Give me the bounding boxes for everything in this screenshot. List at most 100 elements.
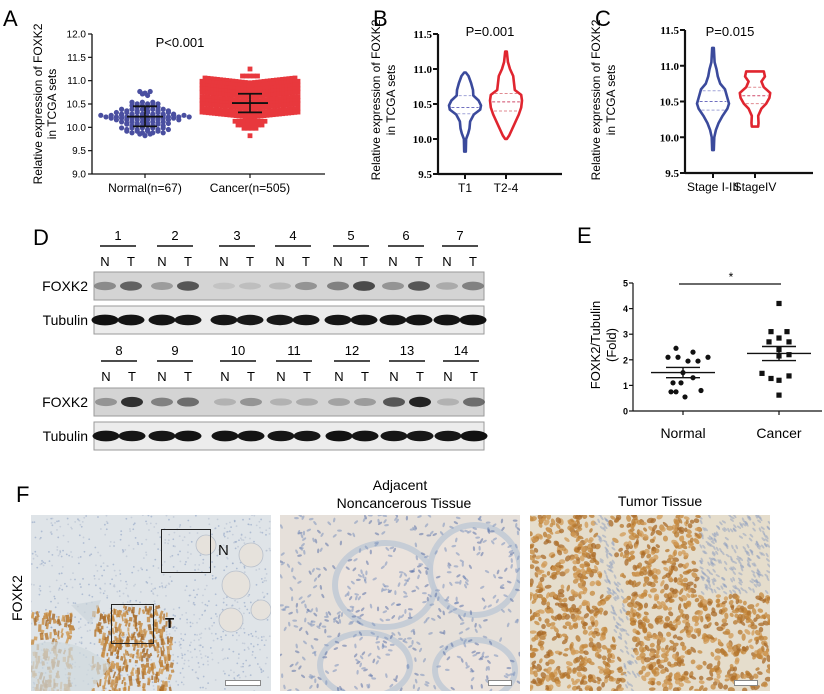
tubulin-band [406,430,434,442]
data-point [217,96,222,101]
data-point [259,86,265,92]
data-point [690,349,696,355]
data-point [252,114,258,119]
data-point [233,113,239,119]
data-point [289,75,295,81]
tubulin-band [266,314,294,326]
data-point [289,106,295,112]
data-point [264,112,270,118]
data-point [261,79,267,84]
box-n-label: N [218,542,229,559]
data-point [230,112,236,118]
data-point [234,104,240,110]
foxk2-band [94,281,116,291]
data-point [292,109,298,115]
lane-label-n: N [157,369,166,384]
foxk2-band [409,396,431,408]
data-point [211,107,217,112]
x-tick-label: Stage I-III [687,180,739,194]
data-point [273,91,279,97]
data-point [155,117,161,123]
lane-label-n: N [334,369,343,384]
foxk2-band [239,282,261,290]
data-point [276,88,282,94]
tubulin-band [237,430,265,442]
data-point [277,77,282,83]
data-point [290,83,295,88]
tubulin-band [92,430,120,442]
foxk2-band [240,397,262,407]
data-point [239,79,245,85]
y-tick-label: 4 [623,304,628,314]
data-point [228,104,234,110]
data-point [124,121,130,127]
data-point [225,100,231,106]
x-tick-label: Cancer [756,425,801,441]
data-point [283,99,289,105]
data-point [202,79,208,84]
data-point [275,96,281,102]
data-point [218,77,223,83]
data-point [263,97,269,103]
tubulin-band [236,314,264,326]
data-point [171,115,177,121]
data-point [268,89,273,94]
data-point [211,102,217,108]
data-point [232,93,238,98]
data-point [139,119,145,125]
x-tick-label: T1 [458,181,472,195]
data-point [286,102,292,107]
box-t [111,604,154,644]
data-point [205,83,210,88]
data-point [270,85,276,90]
data-point [119,119,125,125]
data-point [673,389,679,395]
data-point [155,128,161,134]
data-point [243,73,249,79]
foxk2-band [408,281,430,291]
data-point [281,84,287,89]
data-point [234,101,240,107]
data-point [234,97,240,103]
sample-number: 5 [347,228,354,243]
data-point [208,102,214,107]
data-point [219,96,225,102]
data-point [202,109,208,115]
data-point [249,102,254,108]
data-point [236,79,242,85]
scale-bar [734,680,758,686]
data-point [277,111,282,117]
data-point [247,73,253,79]
data-point [246,102,251,108]
sample-number: 12 [345,343,359,358]
tubulin-band [148,430,176,442]
data-point [147,88,153,95]
foxk2-band [177,397,199,407]
data-point [225,96,231,102]
data-point [129,119,135,125]
foxk2-band [383,397,405,407]
data-point [242,118,248,124]
y-tick-label: 10.0 [660,132,680,144]
panel-a: A Relative expression of FOXK2 9.0 9.5 10.… [0,0,330,200]
data-point [267,78,273,84]
data-point [276,84,282,90]
lane-label-t: T [469,254,477,269]
lane-label-t: T [361,369,369,384]
lane-label-n: N [389,369,398,384]
lane-label-n: N [157,254,166,269]
foxk2-band [269,282,291,290]
data-point [283,80,289,85]
data-point [295,82,301,88]
adjacent-title-line2: Noncancerous Tissue [337,495,472,511]
data-point [251,73,257,79]
data-point [281,80,286,86]
data-point [214,107,219,113]
data-point [776,335,782,341]
data-point [259,118,265,124]
data-point [228,81,234,87]
data-point [265,89,271,95]
data-point [265,92,271,98]
data-point [269,96,275,102]
data-point [124,117,130,123]
